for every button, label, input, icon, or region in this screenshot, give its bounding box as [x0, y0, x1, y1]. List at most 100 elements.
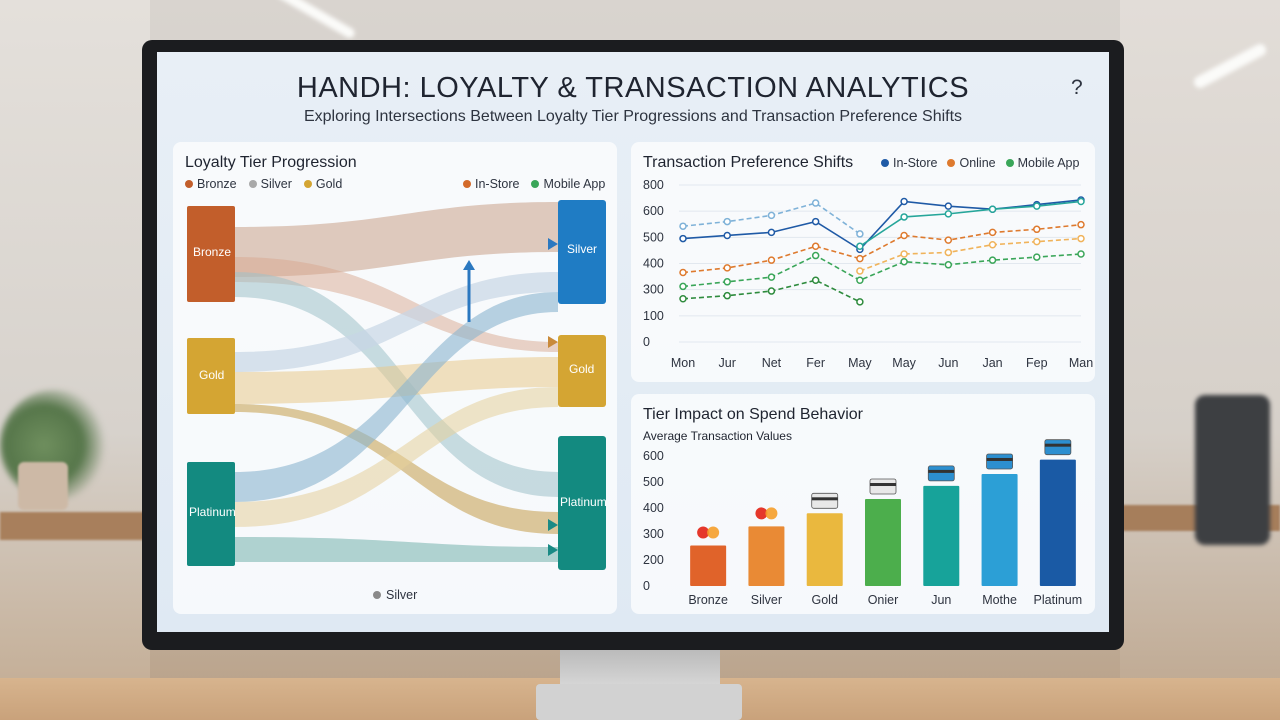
- data-point[interactable]: [811, 199, 820, 207]
- series-line[interactable]: [682, 253, 1082, 288]
- legend-item-online[interactable]: Online: [947, 156, 996, 170]
- node-platinum-source[interactable]: [187, 462, 235, 566]
- data-point[interactable]: [767, 273, 776, 281]
- x-tick-label: Fep: [1026, 356, 1048, 370]
- office-chair: [1195, 395, 1270, 545]
- legend-item-in-store[interactable]: In-Store: [881, 156, 937, 170]
- data-point[interactable]: [856, 230, 864, 238]
- node-label: Platinum: [560, 495, 607, 509]
- data-point[interactable]: [679, 282, 687, 291]
- data-point[interactable]: [988, 205, 997, 213]
- flow-platinum-platinum[interactable]: [235, 537, 558, 562]
- data-point[interactable]: [679, 295, 687, 303]
- x-tick-label: Jan: [982, 356, 1002, 370]
- data-point[interactable]: [1033, 202, 1041, 210]
- flow-gold-gold[interactable]: [235, 357, 558, 404]
- legend-item-mobile-app[interactable]: Mobile App: [531, 177, 605, 191]
- data-point[interactable]: [944, 236, 953, 244]
- data-point[interactable]: [944, 248, 953, 257]
- data-point[interactable]: [811, 217, 820, 226]
- bar[interactable]: [1039, 459, 1076, 586]
- data-point[interactable]: [767, 256, 776, 264]
- node-gold-target[interactable]: [558, 335, 606, 407]
- bar[interactable]: [923, 485, 960, 586]
- mastercard-icon: [755, 507, 778, 520]
- data-point[interactable]: [900, 213, 908, 221]
- y-tick-label: 500: [643, 230, 664, 244]
- data-point[interactable]: [1033, 253, 1041, 261]
- data-point[interactable]: [767, 228, 776, 237]
- x-tick-label: Fer: [806, 356, 825, 370]
- data-point[interactable]: [856, 242, 864, 251]
- data-point[interactable]: [988, 256, 997, 264]
- flow-platinum-silver[interactable]: [235, 292, 558, 502]
- legend-item-mobile-app[interactable]: Mobile App: [1005, 156, 1079, 170]
- panel-subtitle: Average Transaction Values: [643, 429, 792, 443]
- arrow-icon: [548, 544, 558, 556]
- x-tick-label: Mothe: [982, 593, 1017, 607]
- node-bronze[interactable]: [187, 206, 235, 302]
- data-point[interactable]: [944, 202, 953, 210]
- card-stripe: [870, 483, 896, 487]
- data-point[interactable]: [944, 261, 953, 269]
- data-point[interactable]: [900, 250, 908, 258]
- data-point[interactable]: [856, 298, 864, 306]
- node-silver-target[interactable]: [558, 200, 606, 304]
- y-tick-label: 300: [643, 283, 664, 297]
- data-point[interactable]: [811, 242, 820, 251]
- flow-bronze-gold[interactable]: [235, 257, 558, 352]
- spend-behavior-panel: Tier Impact on Spend Behavior Average Tr…: [631, 394, 1095, 614]
- data-point[interactable]: [723, 278, 731, 286]
- flow-bronze-silver[interactable]: [235, 202, 558, 277]
- data-point[interactable]: [988, 240, 997, 249]
- data-point[interactable]: [1033, 237, 1041, 246]
- data-point[interactable]: [1077, 250, 1085, 258]
- data-point[interactable]: [944, 210, 953, 218]
- series-line[interactable]: [859, 200, 1082, 247]
- data-point[interactable]: [679, 234, 687, 243]
- data-point[interactable]: [723, 231, 731, 240]
- legend-item-gold[interactable]: Gold: [303, 177, 342, 191]
- data-point[interactable]: [900, 231, 908, 240]
- data-point[interactable]: [1077, 220, 1085, 229]
- mastercard-circle-left: [755, 507, 768, 520]
- flow-platinum-gold[interactable]: [235, 387, 558, 527]
- data-point[interactable]: [900, 197, 908, 206]
- bar[interactable]: [865, 499, 901, 586]
- bar[interactable]: [748, 526, 785, 586]
- series-line[interactable]: [682, 223, 1082, 274]
- data-point[interactable]: [811, 251, 820, 260]
- data-point[interactable]: [1077, 197, 1085, 206]
- card-stripe: [986, 457, 1013, 461]
- data-point[interactable]: [1077, 234, 1085, 243]
- legend-dot: [531, 180, 540, 188]
- page-title: HANDH: LOYALTY & TRANSACTION ANALYTICS: [296, 72, 970, 104]
- data-point[interactable]: [767, 211, 776, 220]
- data-point[interactable]: [767, 287, 776, 295]
- data-point[interactable]: [856, 276, 864, 284]
- data-point[interactable]: [679, 222, 687, 230]
- data-point[interactable]: [723, 291, 731, 300]
- data-point[interactable]: [723, 217, 731, 226]
- data-point[interactable]: [988, 228, 997, 237]
- monitor-stand: [560, 648, 720, 688]
- legend-item-bronze[interactable]: Bronze: [185, 177, 237, 191]
- legend-item-in-store[interactable]: In-Store: [463, 177, 519, 191]
- data-point[interactable]: [811, 276, 820, 284]
- node-gold-source[interactable]: [187, 338, 235, 414]
- data-point[interactable]: [723, 264, 731, 272]
- help-button[interactable]: ?: [1071, 76, 1083, 99]
- bar[interactable]: [981, 473, 1018, 586]
- bar[interactable]: [806, 513, 843, 586]
- series-line[interactable]: [859, 237, 1082, 272]
- flow-gold-silver[interactable]: [235, 272, 558, 372]
- data-point[interactable]: [1033, 225, 1041, 234]
- data-point[interactable]: [856, 254, 864, 263]
- data-point[interactable]: [900, 257, 908, 266]
- bar[interactable]: [690, 545, 727, 586]
- flow-gold-platinum[interactable]: [235, 404, 558, 534]
- data-point[interactable]: [856, 267, 864, 275]
- data-point[interactable]: [679, 268, 687, 277]
- node-platinum-target[interactable]: [558, 436, 606, 570]
- legend-item-silver[interactable]: Silver: [248, 177, 292, 191]
